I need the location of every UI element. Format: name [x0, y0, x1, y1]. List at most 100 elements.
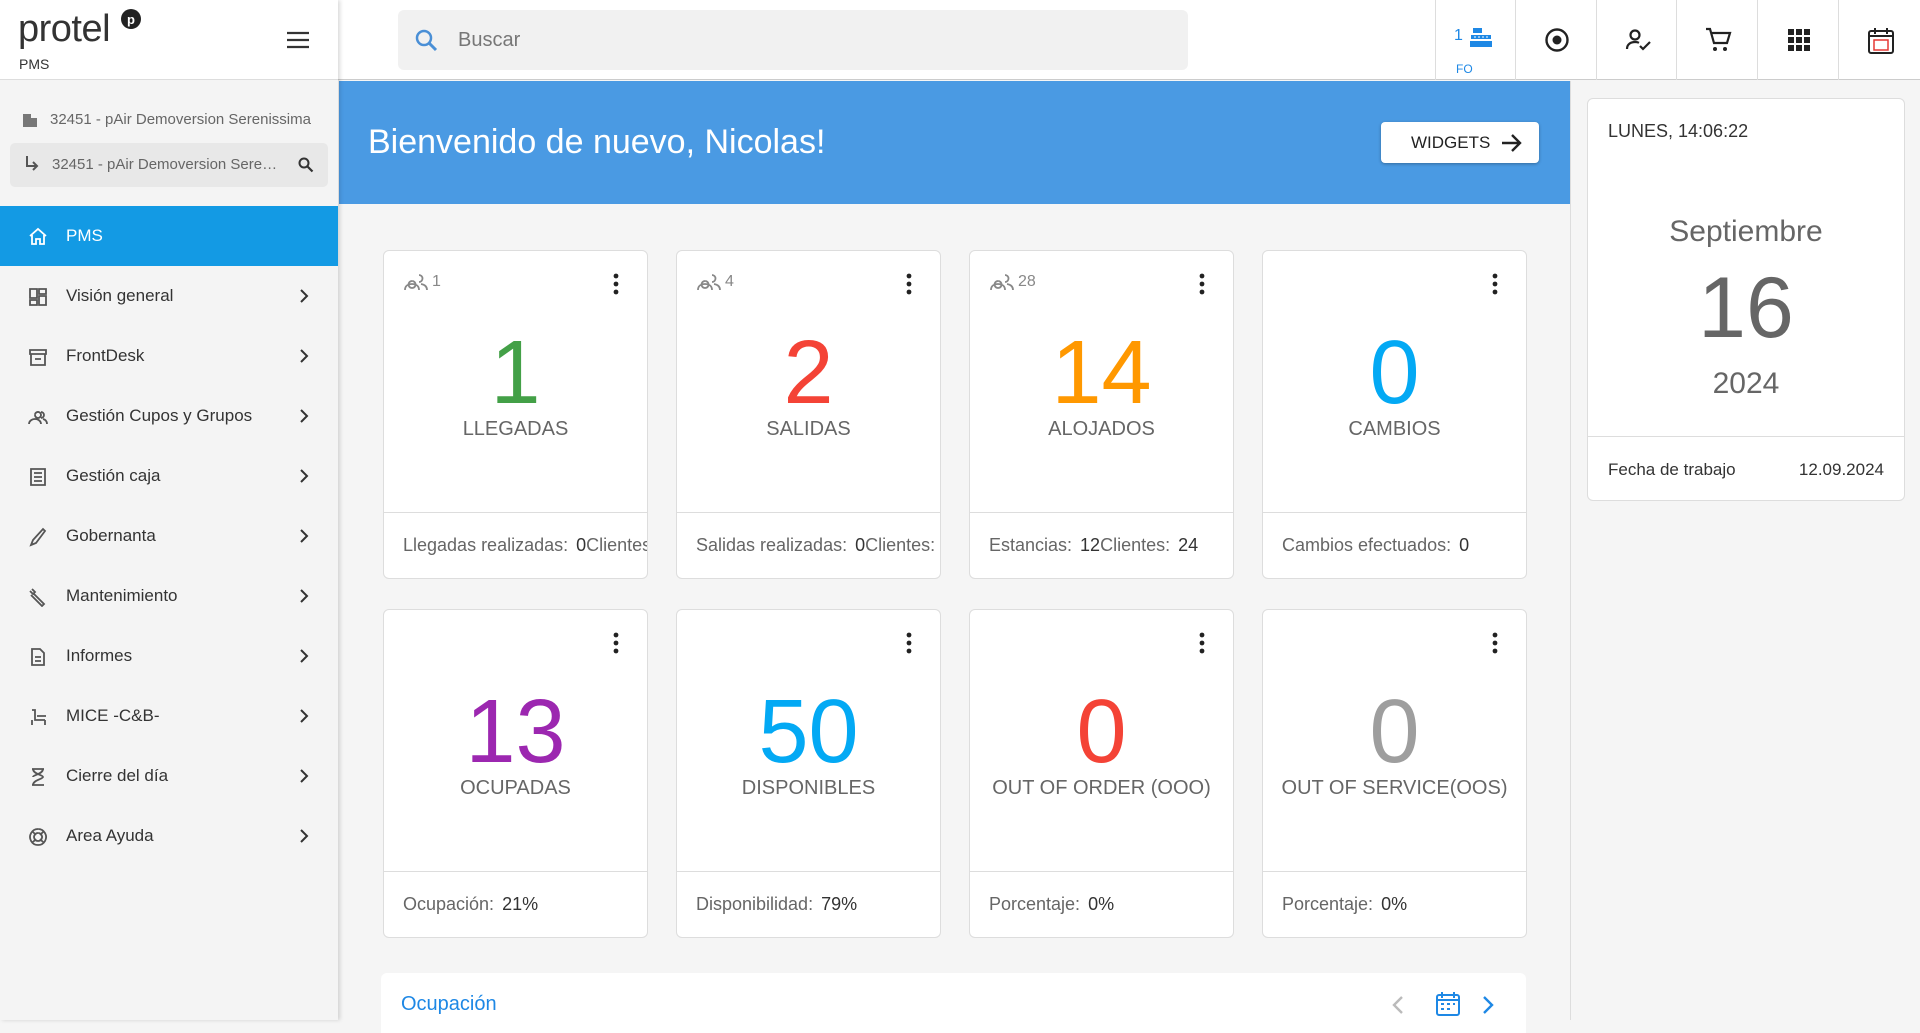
- guest-number: 4: [725, 273, 734, 290]
- guest-count: 4: [697, 273, 734, 291]
- occupancy-title: Ocupación: [401, 993, 497, 1015]
- menu-item[interactable]: Cierre del día: [0, 746, 338, 806]
- menu-icon: [29, 588, 46, 607]
- footer-label: Disponibilidad:: [696, 894, 814, 914]
- menu-label: Gobernanta: [66, 526, 156, 545]
- kpi-card[interactable]: 50 DISPONIBLES Disponibilidad: 79%: [676, 609, 941, 938]
- menu-label: Area Ayuda: [66, 826, 154, 845]
- arrow-icon: [1502, 134, 1522, 152]
- calendar-button[interactable]: [1838, 0, 1919, 80]
- logo-area: protel p PMS: [0, 0, 338, 80]
- card-menu[interactable]: [1199, 273, 1205, 295]
- dot: [906, 289, 912, 295]
- menu-item[interactable]: FrontDesk: [0, 326, 338, 386]
- footer-label: Clientes:: [865, 535, 936, 555]
- menu-item[interactable]: MICE -C&B-: [0, 686, 338, 746]
- guest-number: 28: [1018, 273, 1036, 290]
- menu-label: Gestión Cupos y Grupos: [66, 406, 253, 425]
- register-icon: [1470, 28, 1492, 47]
- kpi-card[interactable]: 0 OUT OF SERVICE(OOS) Porcentaje: 0%: [1262, 609, 1527, 938]
- prev-button[interactable]: [1391, 995, 1405, 1015]
- footer-value: 0: [576, 535, 587, 555]
- dot: [613, 273, 619, 279]
- icon-shape: [697, 274, 721, 291]
- icon-shape: [31, 648, 45, 666]
- kpi-card[interactable]: 0 OUT OF ORDER (OOO) Porcentaje: 0%: [969, 609, 1234, 938]
- sidebar: protel p PMS 32451 - pAir Demoversion Se…: [0, 0, 338, 1020]
- record-button[interactable]: [1515, 0, 1596, 80]
- footer-value: 0: [855, 535, 866, 555]
- card-footer: Cambios efectuados: 0: [1282, 535, 1526, 556]
- footer-label: Salidas realizadas:: [696, 535, 848, 555]
- cart-button[interactable]: [1676, 0, 1757, 80]
- menu-item[interactable]: Gobernanta: [0, 506, 338, 566]
- menu-label: Gestión caja: [66, 466, 161, 485]
- menu-label: MICE -C&B-: [66, 706, 160, 725]
- chevron: [300, 289, 309, 303]
- checkin-button[interactable]: [1596, 0, 1677, 80]
- guests-icon: [990, 274, 1014, 291]
- logo-badge: p: [121, 9, 141, 29]
- chevron-shape: [300, 769, 309, 783]
- menu-item[interactable]: Area Ayuda: [0, 806, 338, 866]
- apps-button[interactable]: [1757, 0, 1838, 80]
- welcome-banner: Bienvenido de nuevo, Nicolas! WIDGETS: [339, 81, 1570, 204]
- menu-item[interactable]: Visión general: [0, 266, 338, 326]
- menu-item[interactable]: Informes: [0, 626, 338, 686]
- calendar-picker[interactable]: [1435, 991, 1461, 1017]
- card-menu[interactable]: [1199, 632, 1205, 654]
- chevron: [300, 529, 309, 543]
- fo-button[interactable]: 1 FO: [1435, 0, 1516, 80]
- divider: [677, 512, 940, 513]
- kpi-label: OCUPADAS: [460, 777, 571, 799]
- kpi-card[interactable]: 4 2 SALIDAS Salidas realizadas: 0Clientes:: [676, 250, 941, 579]
- menu-icon: [30, 468, 46, 486]
- kpi-value: 0: [1369, 682, 1420, 782]
- occupancy-panel: Ocupación: [381, 973, 1526, 1033]
- dot: [1492, 273, 1498, 279]
- menu-item[interactable]: Gestión caja: [0, 446, 338, 506]
- property-icon: [23, 114, 37, 127]
- search-box[interactable]: Buscar: [398, 10, 1188, 70]
- next-button[interactable]: [1481, 995, 1495, 1015]
- icon-shape: [29, 288, 47, 306]
- menu-item[interactable]: Gestión Cupos y Grupos: [0, 386, 338, 446]
- property-selector[interactable]: 32451 - pAir Demoversion Serenissima: [10, 143, 328, 187]
- footer-label: Estancias:: [989, 535, 1073, 555]
- card-menu[interactable]: [906, 273, 912, 295]
- footer-label: Clientes:: [586, 535, 647, 555]
- chevron: [300, 769, 309, 783]
- menu-label: FrontDesk: [66, 346, 145, 365]
- kpi-card[interactable]: 0 CAMBIOS Cambios efectuados: 0: [1262, 250, 1527, 579]
- kpi-card[interactable]: 28 14 ALOJADOS Estancias: 12Clientes: 24: [969, 250, 1234, 579]
- search-icon: [415, 29, 438, 52]
- menu-toggle[interactable]: [286, 30, 310, 50]
- greeting: Bienvenido de nuevo, Nicolas!: [368, 123, 826, 161]
- card-menu[interactable]: [613, 632, 619, 654]
- widgets-button[interactable]: WIDGETS: [1381, 122, 1539, 163]
- chevron-shape: [300, 289, 309, 303]
- dot: [613, 281, 619, 287]
- card-menu[interactable]: [613, 273, 619, 295]
- card-footer: Ocupación: 21%: [403, 894, 647, 915]
- property-selector-text: 32451 - pAir Demoversion Serenissima: [52, 156, 282, 173]
- menu-icon: [29, 828, 47, 846]
- guest-number: 1: [432, 273, 441, 290]
- icon-shape: [404, 274, 428, 291]
- menu-item[interactable]: PMS: [0, 206, 338, 266]
- kpi-label: LLEGADAS: [462, 418, 569, 440]
- chevron-shape: [300, 589, 309, 603]
- dot: [1199, 648, 1205, 654]
- card-menu[interactable]: [906, 632, 912, 654]
- card-menu[interactable]: [1492, 632, 1498, 654]
- dot: [1199, 632, 1205, 638]
- kpi-value: 1: [490, 323, 541, 423]
- menu-item[interactable]: Mantenimiento: [0, 566, 338, 626]
- kpi-label: SALIDAS: [766, 418, 851, 440]
- kpi-card[interactable]: 13 OCUPADAS Ocupación: 21%: [383, 609, 648, 938]
- footer-value: 0%: [1381, 894, 1408, 914]
- chevron-shape: [300, 649, 309, 663]
- footer-label: Porcentaje:: [1282, 894, 1374, 914]
- card-menu[interactable]: [1492, 273, 1498, 295]
